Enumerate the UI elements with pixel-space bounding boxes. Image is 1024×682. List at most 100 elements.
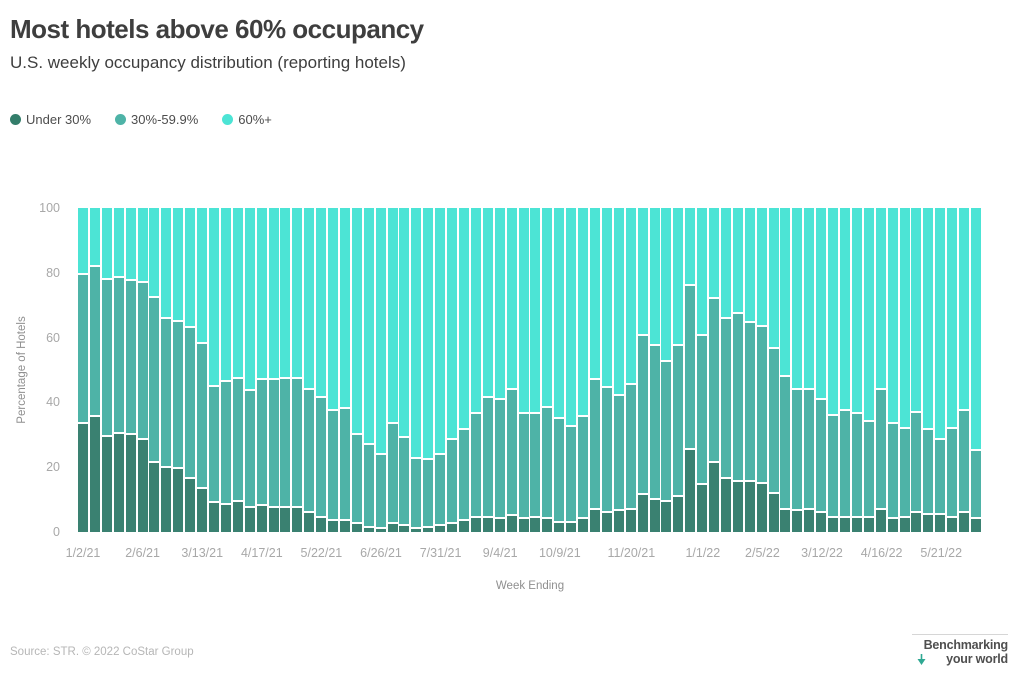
segment-under-30 bbox=[887, 517, 898, 532]
segment-60-plus bbox=[720, 208, 731, 317]
segment-under-30 bbox=[673, 494, 684, 532]
stacked-bar-week bbox=[792, 208, 803, 532]
segment-under-30 bbox=[959, 510, 970, 532]
legend-label: Under 30% bbox=[26, 112, 92, 127]
stacked-bar-week bbox=[447, 208, 458, 532]
segment-60-plus bbox=[161, 208, 172, 317]
stacked-bar-week bbox=[899, 208, 910, 532]
segment-30-59 bbox=[518, 412, 529, 518]
segment-30-59 bbox=[601, 386, 612, 511]
x-tick-label: 2/6/21 bbox=[125, 546, 160, 560]
stacked-bar-week bbox=[137, 208, 148, 532]
segment-60-plus bbox=[518, 208, 529, 413]
stacked-bar-week bbox=[709, 208, 720, 532]
segment-60-plus bbox=[792, 208, 803, 388]
stacked-bar-week bbox=[768, 208, 779, 532]
stacked-bar-week bbox=[304, 208, 315, 532]
segment-60-plus bbox=[339, 208, 350, 408]
x-tick-label: 5/22/21 bbox=[300, 546, 343, 560]
segment-under-30 bbox=[589, 507, 600, 532]
stacked-bar-week bbox=[863, 208, 874, 532]
legend-dot-under-30-icon bbox=[10, 114, 21, 125]
segment-30-59 bbox=[554, 417, 565, 521]
segment-30-59 bbox=[935, 438, 946, 513]
segment-under-30 bbox=[542, 517, 553, 532]
segment-30-59 bbox=[208, 384, 219, 502]
x-tick-label: 3/13/21 bbox=[181, 546, 224, 560]
stacked-bar-week bbox=[399, 208, 410, 532]
stacked-bar-week bbox=[673, 208, 684, 532]
segment-under-30 bbox=[161, 465, 172, 532]
segment-under-30 bbox=[518, 517, 529, 532]
stacked-bar-week bbox=[935, 208, 946, 532]
str-logo-text-line1: Benchmarking bbox=[923, 638, 1009, 652]
segment-under-30 bbox=[851, 515, 862, 532]
segment-under-30 bbox=[280, 506, 291, 532]
x-tick-label: 10/9/21 bbox=[538, 546, 581, 560]
segment-under-30 bbox=[411, 527, 422, 532]
segment-under-30 bbox=[208, 501, 219, 532]
segment-30-59 bbox=[149, 295, 160, 461]
x-tick-label: 4/17/21 bbox=[240, 546, 283, 560]
y-tick-label: 20 bbox=[46, 460, 60, 475]
segment-under-30 bbox=[578, 517, 589, 532]
segment-under-30 bbox=[375, 527, 386, 532]
segment-under-30 bbox=[720, 476, 731, 532]
segment-60-plus bbox=[447, 208, 458, 439]
x-tick-label: 11/20/21 bbox=[607, 546, 656, 560]
segment-60-plus bbox=[268, 208, 279, 379]
segment-30-59 bbox=[816, 397, 827, 511]
segment-60-plus bbox=[387, 208, 398, 422]
segment-under-30 bbox=[625, 507, 636, 532]
segment-60-plus bbox=[970, 208, 981, 450]
segment-under-30 bbox=[649, 497, 660, 532]
segment-60-plus bbox=[804, 208, 815, 388]
stacked-bar-week bbox=[208, 208, 219, 532]
segment-under-30 bbox=[804, 507, 815, 532]
segment-under-30 bbox=[137, 438, 148, 532]
segment-60-plus bbox=[494, 208, 505, 398]
segment-under-30 bbox=[947, 515, 958, 532]
segment-under-30 bbox=[328, 519, 339, 532]
segment-60-plus bbox=[959, 208, 970, 409]
stacked-bar-week bbox=[697, 208, 708, 532]
stacked-bar-week bbox=[720, 208, 731, 532]
segment-30-59 bbox=[220, 379, 231, 503]
stacked-bar-week bbox=[363, 208, 374, 532]
segment-60-plus bbox=[459, 208, 469, 429]
x-tick-label: 7/31/21 bbox=[419, 546, 462, 560]
segment-60-plus bbox=[423, 208, 434, 458]
stacked-bar-week bbox=[959, 208, 970, 532]
segment-under-30 bbox=[566, 520, 577, 532]
segment-30-59 bbox=[661, 360, 672, 500]
segment-60-plus bbox=[566, 208, 577, 426]
segment-under-30 bbox=[339, 519, 350, 532]
segment-under-30 bbox=[351, 522, 362, 532]
segment-under-30 bbox=[506, 514, 517, 532]
segment-60-plus bbox=[542, 208, 553, 406]
stacked-bar-week bbox=[280, 208, 291, 532]
segment-30-59 bbox=[685, 284, 696, 448]
segment-30-59 bbox=[423, 457, 434, 526]
segment-under-30 bbox=[792, 509, 803, 532]
segment-30-59 bbox=[351, 433, 362, 523]
stacked-bar-week bbox=[78, 208, 88, 532]
segment-under-30 bbox=[113, 431, 124, 532]
segment-60-plus bbox=[589, 208, 600, 379]
segment-60-plus bbox=[875, 208, 886, 388]
segment-under-30 bbox=[435, 523, 446, 532]
segment-30-59 bbox=[101, 277, 112, 435]
segment-30-59 bbox=[530, 412, 541, 516]
segment-under-30 bbox=[363, 525, 374, 532]
segment-30-59 bbox=[970, 449, 981, 518]
stacked-bar-week bbox=[578, 208, 589, 532]
stacked-bar-week bbox=[244, 208, 255, 532]
segment-30-59 bbox=[197, 342, 208, 487]
stacked-bar-week bbox=[101, 208, 112, 532]
segment-under-30 bbox=[197, 486, 208, 532]
stacked-bar-week bbox=[732, 208, 743, 532]
stacked-bar-week bbox=[89, 208, 100, 532]
segment-30-59 bbox=[911, 410, 922, 511]
segment-60-plus bbox=[149, 208, 160, 296]
segment-60-plus bbox=[363, 208, 374, 443]
